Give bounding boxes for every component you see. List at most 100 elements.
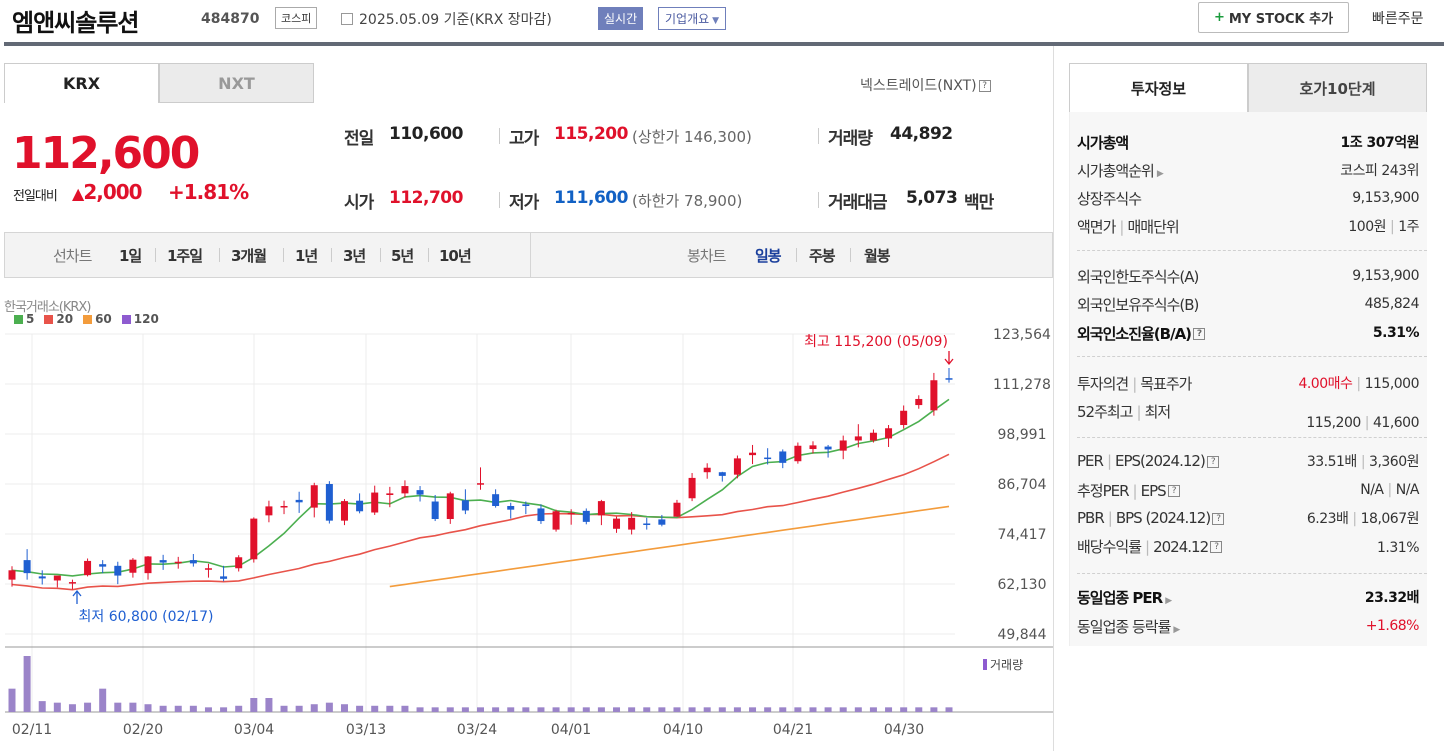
chart-annotations: 최고 115,200 (05/09) 최저 60,800 (02/17) 거래량 — [72, 334, 1023, 672]
sector-change-label: 동일업종 등락률 — [1077, 617, 1171, 636]
help-icon[interactable]: ? — [1210, 541, 1223, 553]
ma-20: 20 — [44, 312, 73, 326]
x-tick-label: 02/11 — [12, 722, 52, 738]
par-value-label: 액면가 — [1077, 217, 1116, 236]
volume-bar — [900, 707, 908, 712]
volume-bar — [779, 707, 787, 712]
dividend-yield-value: 1.31% — [1377, 540, 1419, 556]
candle-body — [446, 493, 454, 520]
help-icon[interactable]: ? — [978, 80, 991, 92]
period-1y[interactable]: 1년 — [295, 247, 318, 265]
info-row: 투자의견 | 목표주가 4.00매수 | 115,000 — [1077, 374, 1420, 393]
amount-value: 5,073 — [906, 188, 958, 208]
period-10y[interactable]: 10년 — [439, 247, 472, 265]
volume-bar — [53, 702, 61, 712]
quick-order-link[interactable]: 빠른주문 — [1372, 11, 1424, 27]
candle-body — [386, 493, 394, 496]
help-icon[interactable]: ? — [1212, 512, 1225, 525]
candle-weekly[interactable]: 주봉 — [809, 247, 836, 265]
volume-bars — [8, 656, 953, 712]
info-row[interactable]: 동일업종 등락률 ▶ +1.68% — [1077, 615, 1420, 637]
add-my-stock-button[interactable]: + MY STOCK 추가 — [1198, 2, 1349, 33]
tab-krx[interactable]: KRX — [4, 63, 159, 103]
candle-body — [310, 485, 318, 508]
candle-daily[interactable]: 일봉 — [755, 247, 782, 265]
separator — [331, 248, 332, 262]
period-3m[interactable]: 3개월 — [231, 247, 267, 265]
volume-bar — [401, 705, 409, 712]
volume-bar — [38, 701, 46, 712]
low-value: 111,600 — [554, 188, 628, 208]
period-5y[interactable]: 5년 — [391, 247, 414, 265]
opinion-value: 4.00매수 — [1298, 376, 1353, 392]
period-1d[interactable]: 1일 — [119, 247, 142, 265]
y-tick-label: 74,417 — [998, 527, 1047, 543]
volume-bar — [477, 707, 484, 712]
live-button[interactable]: 실시간 — [598, 7, 644, 30]
info-row: 배당수익률 | 2024.12? 1.31% — [1077, 537, 1419, 557]
help-icon[interactable]: ? — [1167, 485, 1180, 497]
par-value: 100원 — [1348, 219, 1386, 235]
tab-nxt[interactable]: NXT — [159, 63, 314, 103]
amount-unit: 백만 — [964, 193, 994, 213]
y-tick-label: 98,991 — [998, 427, 1047, 443]
foreign-holding-value: 485,824 — [1364, 296, 1420, 312]
sector-per-label: 동일업종 PER — [1077, 588, 1163, 607]
period-1w[interactable]: 1주일 — [167, 247, 203, 265]
candle-body — [53, 575, 61, 581]
info-row: PBR | BPS (2024.12)? 6.23배 | 18,067원 — [1077, 509, 1420, 527]
amount-label: 거래대금 — [828, 193, 888, 213]
trading-unit: 1주 — [1398, 219, 1419, 235]
foreign-ratio-value: 5.31% — [1372, 325, 1420, 341]
candle-monthly[interactable]: 월봉 — [864, 247, 891, 265]
volume-bar — [552, 707, 560, 712]
candle-body — [945, 378, 953, 380]
volume-bar — [688, 707, 696, 712]
volume-bar — [446, 707, 454, 712]
period-bar — [4, 232, 1053, 278]
candle-body — [99, 564, 107, 567]
y-tick-label: 49,844 — [998, 627, 1047, 643]
market-cap-rank-value: 코스피 243위 — [1340, 163, 1419, 179]
candles — [8, 368, 953, 590]
volume-bar — [597, 707, 605, 712]
volume-bar — [23, 656, 31, 712]
target-price-value: 115,000 — [1364, 376, 1420, 392]
foreign-limit-label: 외국인한도주식수(A) — [1077, 267, 1199, 286]
volume-bar — [310, 704, 318, 712]
candle-body — [628, 517, 636, 530]
volume-bar — [340, 704, 348, 712]
candle-body — [371, 492, 379, 513]
price-chart[interactable]: 123,564 111,278 98,991 86,704 74,417 62,130 49… — [0, 0, 1053, 751]
volume-bar — [386, 705, 394, 712]
volume-bar — [567, 707, 575, 712]
base-date: 2025.05.09 기준(KRX 장마감) — [341, 9, 552, 29]
divider — [1077, 250, 1427, 251]
up-triangle-icon: ▲ — [72, 184, 84, 203]
candle-body — [718, 472, 726, 476]
separator — [155, 248, 156, 262]
x-tick-label: 04/21 — [773, 722, 813, 738]
help-icon[interactable]: ? — [1193, 328, 1206, 340]
separator — [818, 192, 819, 208]
candle-body — [764, 457, 772, 460]
candle-body — [235, 557, 243, 569]
w52-low-label: 최저 — [1144, 402, 1172, 421]
w52-high-label: 52주최고 — [1077, 402, 1133, 421]
candle-body — [159, 560, 167, 563]
nxt-link[interactable]: 넥스트레이드(NXT)? — [860, 75, 991, 95]
tab-order-book[interactable]: 호가10단계 — [1248, 63, 1427, 113]
candle-body — [643, 523, 651, 525]
exchange-label: 한국거래소(KRX) — [4, 300, 91, 315]
lower-limit: (하한가 78,900) — [632, 192, 743, 210]
info-row[interactable]: 동일업종 PER ▶ 23.32배 — [1077, 586, 1420, 608]
candle-body — [8, 570, 16, 580]
separator — [219, 248, 220, 262]
candle-body — [477, 483, 484, 485]
company-overview-dropdown[interactable]: 기업개요 ▼ — [658, 7, 727, 30]
tab-invest-info[interactable]: 투자정보 — [1069, 63, 1248, 113]
period-3y[interactable]: 3년 — [343, 247, 366, 265]
help-icon[interactable]: ? — [1206, 455, 1219, 468]
volume-bar — [673, 707, 681, 712]
info-row[interactable]: 시가총액순위 ▶ 코스피 243위 — [1077, 159, 1419, 181]
